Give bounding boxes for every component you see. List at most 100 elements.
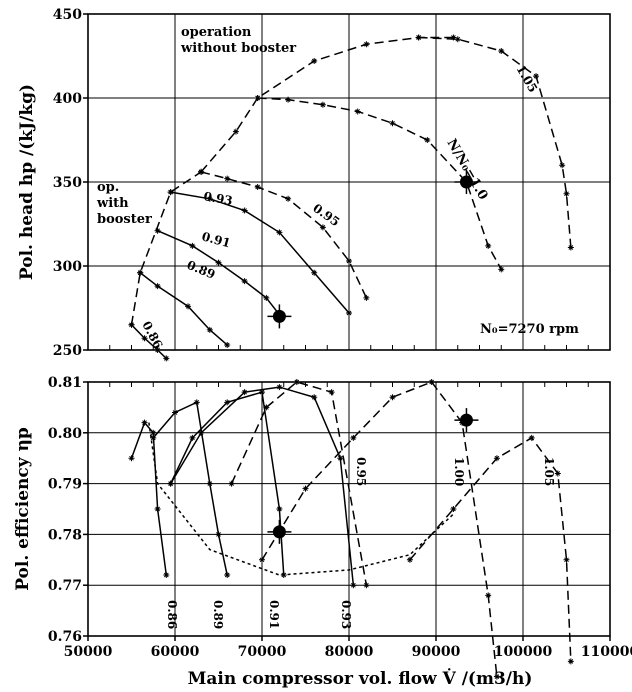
series-line-0.95 (230, 381, 368, 586)
data-point-marker (311, 269, 318, 276)
head-operating-points (267, 170, 479, 329)
data-point-marker (328, 389, 335, 396)
series-line-1.05 (418, 36, 572, 248)
data-point-marker (189, 434, 196, 441)
data-point-marker (241, 278, 248, 285)
data-point-marker (311, 394, 318, 401)
data-point-marker (354, 108, 361, 115)
series-line-0.86 (130, 421, 168, 576)
data-point-marker (163, 355, 170, 362)
y-tick-label: 400 (53, 91, 82, 107)
curve-label-0.91: 0.91 (267, 600, 281, 629)
y-tick-label: 0.78 (48, 527, 82, 543)
data-point-marker (567, 658, 574, 665)
data-point-marker (493, 455, 500, 462)
data-point-marker (450, 34, 457, 41)
data-point-marker (415, 34, 422, 41)
data-point-marker (528, 434, 535, 441)
data-point-marker (363, 582, 370, 589)
data-point-marker (485, 592, 492, 599)
efficiency-operating-points (267, 408, 479, 544)
data-point-marker (172, 409, 178, 416)
data-point-marker (337, 455, 344, 462)
data-point-marker (137, 269, 144, 276)
efficiency-panel: 0.86 0.89 0.91 0.93 0.95 1.00 1.05 0.76 0.77 0.7… (13, 375, 632, 689)
data-point-marker (276, 506, 283, 512)
curve-label-0.93: 0.93 (202, 189, 233, 208)
data-point-marker (454, 36, 461, 43)
data-point-marker (185, 303, 192, 310)
head-panel: 0.860.890.910.930.951.05 250300350400450… (17, 7, 611, 362)
curve-label-0.89: 0.89 (211, 600, 225, 629)
x-tick-label: 60000 (151, 644, 200, 660)
curve-label-0.86: 0.86 (165, 600, 179, 629)
data-point-marker (406, 556, 413, 563)
efficiency-series: 0.86 0.89 0.91 0.93 0.95 1.00 1.05 (128, 379, 574, 680)
data-point-marker (215, 531, 222, 538)
curve-label-0.89: 0.89 (185, 258, 217, 282)
data-point-marker (189, 242, 196, 249)
x-tick-label: 90000 (412, 644, 461, 660)
data-point-marker (493, 673, 500, 680)
data-point-marker (232, 128, 239, 135)
with-booster-label-line3: booster (97, 212, 152, 227)
series-line-0.86 (130, 324, 167, 359)
data-point-marker (350, 434, 357, 441)
y-tick-label: 0.79 (48, 477, 82, 493)
head-series: 0.860.890.910.930.951.05 (128, 34, 574, 362)
efficiency-grid (88, 382, 610, 636)
series-line-boundary (200, 36, 454, 173)
x-tick-label: 50000 (64, 644, 113, 660)
series-line-0.93 (170, 191, 350, 314)
series-line-0.91 (157, 230, 280, 316)
data-point-marker (150, 429, 157, 436)
data-point-marker (498, 47, 505, 54)
data-point-marker (350, 582, 357, 589)
data-point-marker (128, 321, 135, 328)
series-line-1.00 (261, 381, 498, 677)
data-point-marker (450, 506, 457, 512)
data-point-marker (215, 259, 222, 266)
curve-label-1.00: 1.00 (452, 457, 466, 486)
data-point-marker (154, 227, 161, 234)
data-point-marker (559, 162, 566, 169)
data-point-marker (141, 419, 148, 426)
y-tick-label: 350 (53, 175, 82, 191)
x-tick-label: 80000 (325, 644, 374, 660)
data-point-marker (346, 257, 352, 264)
data-point-marker (228, 480, 235, 487)
x-axis-label: Main compressor vol. flow V̇ /(m3/h) (188, 669, 533, 689)
y-tick-label: 250 (53, 343, 82, 359)
data-point-marker (259, 556, 265, 563)
data-point-marker (485, 242, 492, 249)
x-tick-label: 110000 (581, 644, 632, 660)
data-point-marker (241, 207, 248, 214)
data-point-marker (241, 389, 248, 396)
data-point-marker (363, 41, 370, 48)
data-point-marker (563, 190, 570, 197)
data-point-marker (163, 572, 170, 579)
data-point-marker (276, 384, 283, 391)
data-point-marker (206, 326, 213, 333)
head-y-axis-label: Pol. head hp /(kJ/kg) (17, 84, 37, 280)
data-point-marker (154, 506, 161, 512)
curve-label-0.93: 0.93 (339, 600, 353, 629)
data-point-marker (224, 399, 231, 406)
y-tick-label: 0.81 (48, 375, 82, 391)
data-point-marker (319, 101, 326, 108)
data-point-marker (154, 283, 161, 290)
y-tick-label: 0.76 (48, 629, 82, 645)
series-line-boundary (130, 171, 202, 325)
curve-label-1.05: 1.05 (542, 457, 556, 486)
series-line-0.89 (152, 401, 228, 576)
y-tick-label: 0.77 (48, 578, 82, 594)
head-grid (88, 14, 610, 350)
y-tick-label: 0.80 (48, 426, 82, 442)
curve-label-0.95: 0.95 (354, 457, 368, 486)
data-point-marker (302, 485, 309, 492)
y-tick-label: 450 (53, 7, 82, 23)
data-point-marker (424, 137, 431, 143)
data-point-marker (285, 195, 292, 202)
data-point-marker (311, 58, 318, 65)
data-point-marker (193, 399, 200, 406)
